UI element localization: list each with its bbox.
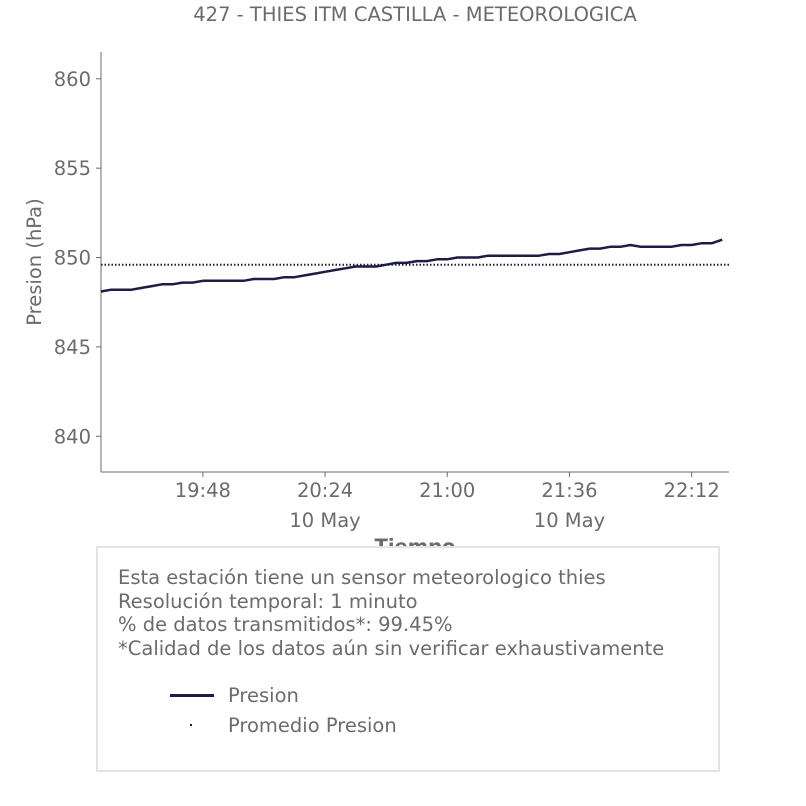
legend-line-swatch [170, 685, 216, 705]
legend-dot-swatch [170, 715, 216, 735]
info-line-quality: *Calidad de los datos aún sin verificar … [118, 636, 665, 660]
legend-item-promedio: Promedio Presion [170, 710, 397, 740]
info-panel: Esta estación tiene un sensor meteorolog… [96, 546, 720, 772]
plot-area: 840 845 850 855 860 19:48 20:24 10 May 21:00 21:3… [54, 52, 729, 532]
y-tick-label: 840 [54, 425, 91, 448]
y-tick-label: 860 [54, 68, 91, 91]
x-tick-label: 21:00 [419, 479, 475, 502]
info-line-sensor: Esta estación tiene un sensor meteorolog… [118, 566, 606, 589]
y-tick-label: 850 [54, 247, 91, 270]
x-tick-label: 20:24 [297, 479, 353, 502]
x-tick-label: 22:12 [664, 479, 720, 502]
info-text: Esta estación tiene un sensor meteorolog… [118, 566, 664, 660]
x-tick-date-label: 10 May [534, 509, 605, 532]
chart-title: 427 - THIES ITM CASTILLA - METEOROLOGICA [193, 3, 637, 26]
y-tick-label: 845 [54, 336, 91, 359]
series-line-presion [100, 238, 723, 293]
legend-label-promedio: Promedio Presion [228, 713, 397, 737]
info-line-resolution: Resolución temporal: 1 minuto [118, 589, 418, 613]
legend: Presion Promedio Presion [170, 680, 397, 740]
legend-item-presion: Presion [170, 680, 397, 710]
legend-label-presion: Presion [228, 683, 299, 707]
y-axis-label: Presion (hPa) [23, 198, 46, 325]
y-tick-label: 855 [54, 157, 91, 180]
x-tick-label: 19:48 [175, 479, 231, 502]
x-tick-label: 21:36 [541, 479, 597, 502]
info-line-transmitted: % de datos transmitidos*: 99.45% [118, 613, 453, 636]
x-tick-date-label: 10 May [289, 509, 360, 532]
